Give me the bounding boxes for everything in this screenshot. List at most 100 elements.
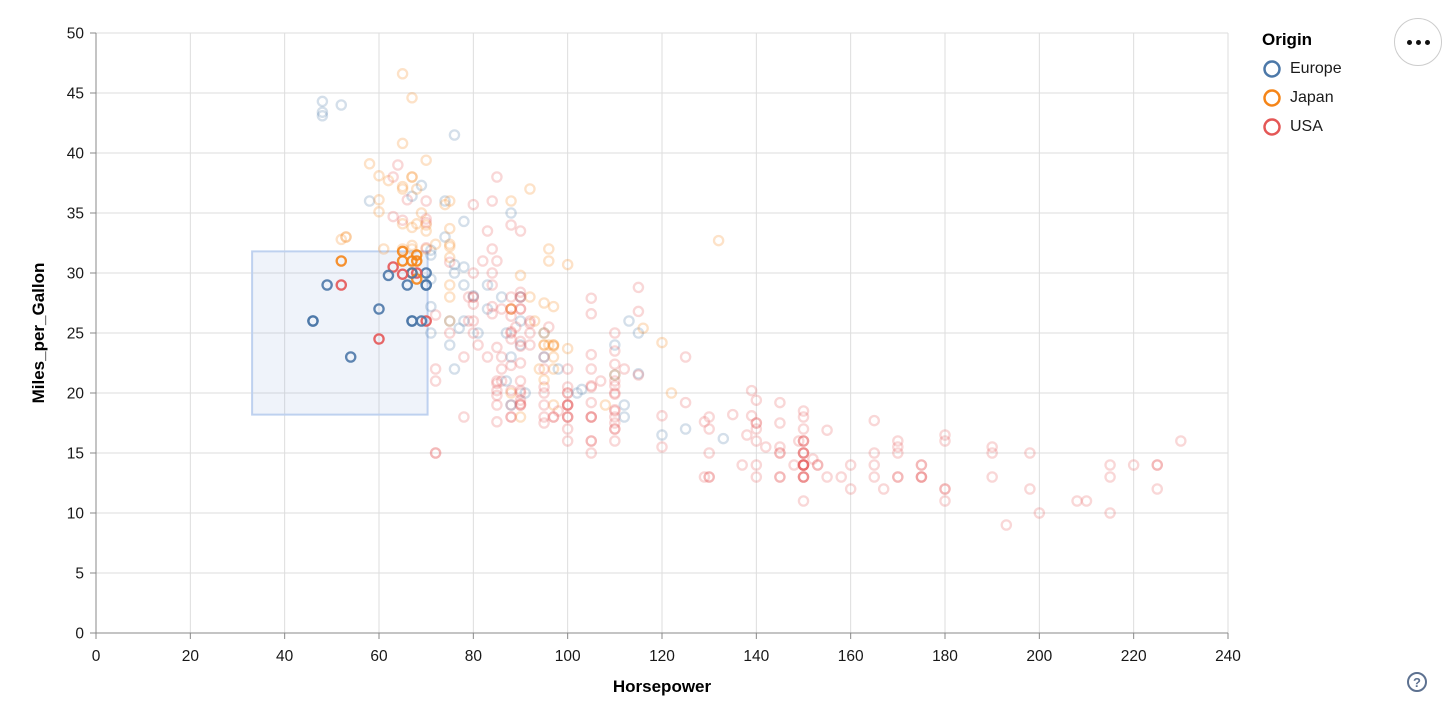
data-point [415,179,428,192]
data-point [443,222,456,235]
data-point [420,219,432,231]
data-point [703,471,715,483]
data-point [486,195,498,207]
x-tick-label: 0 [92,648,101,665]
data-point [797,411,810,423]
data-point [1024,483,1036,495]
data-point [656,429,668,441]
data-point [821,424,833,436]
data-point [443,251,456,264]
data-point [915,471,928,483]
data-point [481,225,494,237]
data-point [467,290,480,302]
data-point [514,399,527,411]
data-point [467,298,480,310]
data-point [698,471,711,483]
data-point [1104,459,1116,471]
data-point [585,363,598,375]
data-point [939,495,951,507]
data-point [396,183,409,195]
data-point [406,92,418,104]
data-point [609,387,621,399]
data-point [844,459,857,471]
data-point [373,194,385,206]
x-axis-title: Horsepower [613,677,712,696]
data-point [571,387,583,399]
data-point [524,315,536,327]
data-point [486,267,498,279]
data-point [561,423,574,435]
data-point [505,291,517,303]
data-point [543,321,555,333]
y-tick-label: 35 [67,206,84,223]
y-tick-label: 45 [67,86,84,103]
data-point [491,375,503,387]
data-point [514,291,527,303]
data-point [797,447,810,459]
data-point [335,233,348,246]
help-icon[interactable]: ? [1407,672,1427,692]
data-point [472,339,484,351]
y-tick-label: 50 [67,26,85,43]
data-point [712,234,725,247]
data-point [547,411,560,423]
data-point [373,333,385,345]
data-point [514,286,527,298]
data-point [443,315,456,327]
y-tick-label: 30 [67,266,85,283]
data-point [868,414,881,427]
data-point [1024,447,1036,459]
legend-label: USA [1290,118,1323,135]
data-point [396,180,409,193]
data-point [420,213,432,225]
data-point [420,195,432,207]
data-point [514,291,527,303]
x-tick-label: 80 [465,648,483,665]
data-point [939,483,951,495]
data-point [750,394,763,406]
data-point [524,339,536,351]
data-point [656,336,668,349]
data-point [821,471,833,483]
data-point [491,255,503,267]
data-point [774,441,786,453]
data-point [538,351,550,363]
data-point [618,363,631,375]
data-point [495,303,508,315]
data-point [797,471,810,483]
data-point [561,435,574,447]
data-point [514,387,527,399]
data-point [505,333,517,345]
data-point [505,411,517,423]
data-point [868,471,881,483]
data-point [396,68,409,80]
brush-selection[interactable] [251,250,429,416]
data-point [321,279,333,291]
data-point [533,363,546,375]
data-point [892,471,904,483]
data-point [505,326,517,338]
legend-title: Origin [1262,30,1313,49]
data-point [797,471,810,483]
data-point [750,423,763,435]
data-point [538,351,550,363]
data-point [458,215,470,228]
data-point [868,459,881,471]
data-point [538,327,550,339]
data-point [387,171,399,183]
data-point [561,363,574,375]
data-point [679,351,692,363]
data-point [363,158,376,170]
x-tick-label: 180 [932,648,958,665]
data-point [406,190,418,202]
data-point [514,357,527,369]
x-tick-label: 140 [743,648,769,665]
data-point [443,291,456,303]
data-point [561,411,574,423]
data-point [396,268,409,280]
data-point [505,303,517,315]
actions-menu-button[interactable] [1394,18,1442,66]
data-point [632,369,645,381]
data-point [387,210,399,223]
